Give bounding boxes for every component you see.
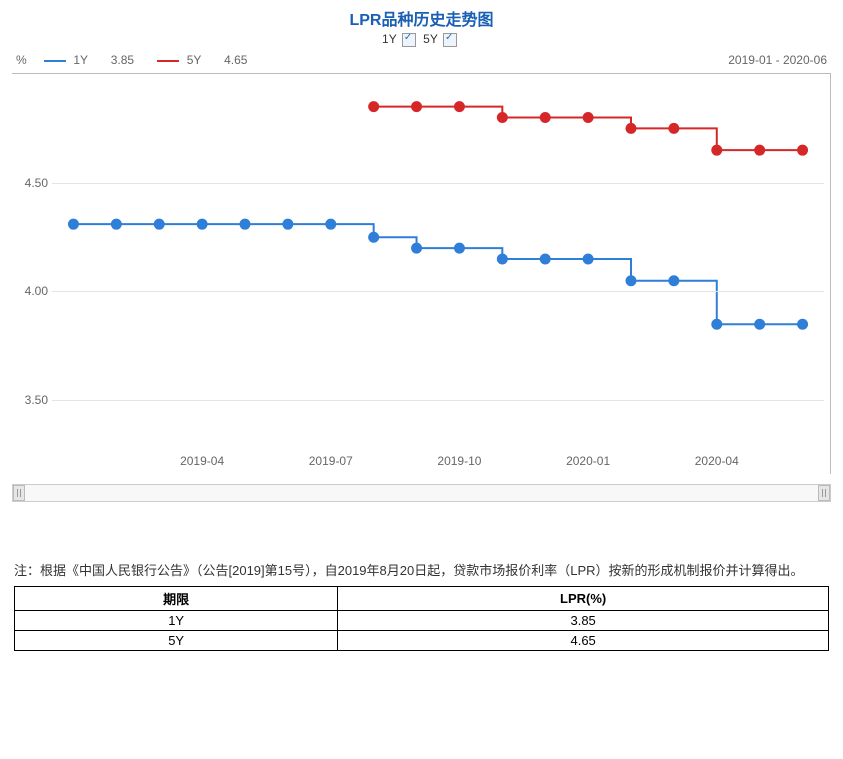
- data-point[interactable]: [154, 219, 164, 229]
- data-point[interactable]: [111, 219, 121, 229]
- legend-value-5y: 4.65: [224, 53, 247, 67]
- x-axis-label: 2019-07: [309, 454, 353, 468]
- legend-name-1y: 1Y: [73, 53, 97, 67]
- checkbox-1y[interactable]: [402, 33, 416, 47]
- data-point[interactable]: [712, 319, 722, 329]
- legend-left: % 1Y 3.85 5Y 4.65: [16, 53, 267, 67]
- data-point[interactable]: [626, 276, 636, 286]
- data-point[interactable]: [669, 123, 679, 133]
- table-row: 5Y 4.65: [15, 631, 829, 651]
- data-point[interactable]: [497, 254, 507, 264]
- data-point[interactable]: [798, 319, 808, 329]
- data-point[interactable]: [583, 254, 593, 264]
- x-axis-label: 2020-01: [566, 454, 610, 468]
- data-point[interactable]: [540, 254, 550, 264]
- data-point[interactable]: [197, 219, 207, 229]
- table-header-term: 期限: [15, 587, 338, 611]
- date-range: 2019-01 - 2020-06: [728, 53, 827, 67]
- legend-value-1y: 3.85: [111, 53, 134, 67]
- data-point[interactable]: [412, 243, 422, 253]
- checkbox-5y-label: 5Y: [423, 32, 437, 46]
- series-line: [73, 224, 802, 324]
- plot-area: 3.504.004.502019-042019-072019-102020-01…: [52, 74, 824, 444]
- footnote: 注：根据《中国人民银行公告》（公告[2019]第15号），自2019年8月20日…: [14, 562, 829, 580]
- gridline: [52, 400, 824, 401]
- data-point[interactable]: [540, 112, 550, 122]
- legend-swatch-1y: [44, 60, 66, 62]
- x-axis-label: 2020-04: [695, 454, 739, 468]
- legend-name-5y: 5Y: [187, 53, 211, 67]
- data-point[interactable]: [68, 219, 78, 229]
- legend-item-5y: 5Y 4.65: [157, 53, 247, 67]
- table-cell-rate: 4.65: [338, 631, 829, 651]
- data-point[interactable]: [626, 123, 636, 133]
- data-point[interactable]: [798, 145, 808, 155]
- legend-item-1y: 1Y 3.85: [44, 53, 134, 67]
- data-point[interactable]: [240, 219, 250, 229]
- table-header-row: 期限 LPR(%): [15, 587, 829, 611]
- data-point[interactable]: [454, 101, 464, 111]
- range-scroll-track[interactable]: [12, 484, 831, 502]
- table-cell-rate: 3.85: [338, 611, 829, 631]
- legend-swatch-5y: [157, 60, 179, 62]
- data-point[interactable]: [369, 232, 379, 242]
- checkbox-1y-label: 1Y: [382, 32, 396, 46]
- y-axis-label: 4.00: [14, 284, 48, 298]
- legend-row: % 1Y 3.85 5Y 4.65 2019-01 - 2020-06: [0, 53, 843, 71]
- table-cell-term: 5Y: [15, 631, 338, 651]
- legend-unit: %: [16, 53, 27, 67]
- data-point[interactable]: [454, 243, 464, 253]
- data-point[interactable]: [412, 101, 422, 111]
- gridline: [52, 183, 824, 184]
- chart-svg: [52, 74, 824, 444]
- data-point[interactable]: [669, 276, 679, 286]
- table-cell-term: 1Y: [15, 611, 338, 631]
- x-axis-label: 2019-04: [180, 454, 224, 468]
- data-point[interactable]: [755, 145, 765, 155]
- series-checkboxes: 1Y 5Y: [0, 32, 843, 47]
- range-handle-right[interactable]: [818, 485, 830, 501]
- range-handle-left[interactable]: [13, 485, 25, 501]
- x-axis-label: 2019-10: [437, 454, 481, 468]
- chart-area: 3.50 4.00 4.50 2019-04 2019-07 2019-10 2020-01…: [12, 73, 831, 474]
- table-header-rate: LPR(%): [338, 587, 829, 611]
- data-point[interactable]: [369, 101, 379, 111]
- lpr-table: 期限 LPR(%) 1Y 3.85 5Y 4.65: [14, 586, 829, 651]
- y-axis-label: 4.50: [14, 176, 48, 190]
- gridline: [52, 291, 824, 292]
- y-axis-label: 3.50: [14, 393, 48, 407]
- chart-title: LPR品种历史走势图: [0, 0, 843, 30]
- data-point[interactable]: [755, 319, 765, 329]
- checkbox-5y[interactable]: [443, 33, 457, 47]
- data-point[interactable]: [712, 145, 722, 155]
- page-container: LPR品种历史走势图 1Y 5Y % 1Y 3.85 5Y 4.65 2019-…: [0, 0, 843, 651]
- data-point[interactable]: [283, 219, 293, 229]
- data-point[interactable]: [497, 112, 507, 122]
- data-point[interactable]: [326, 219, 336, 229]
- table-row: 1Y 3.85: [15, 611, 829, 631]
- data-point[interactable]: [583, 112, 593, 122]
